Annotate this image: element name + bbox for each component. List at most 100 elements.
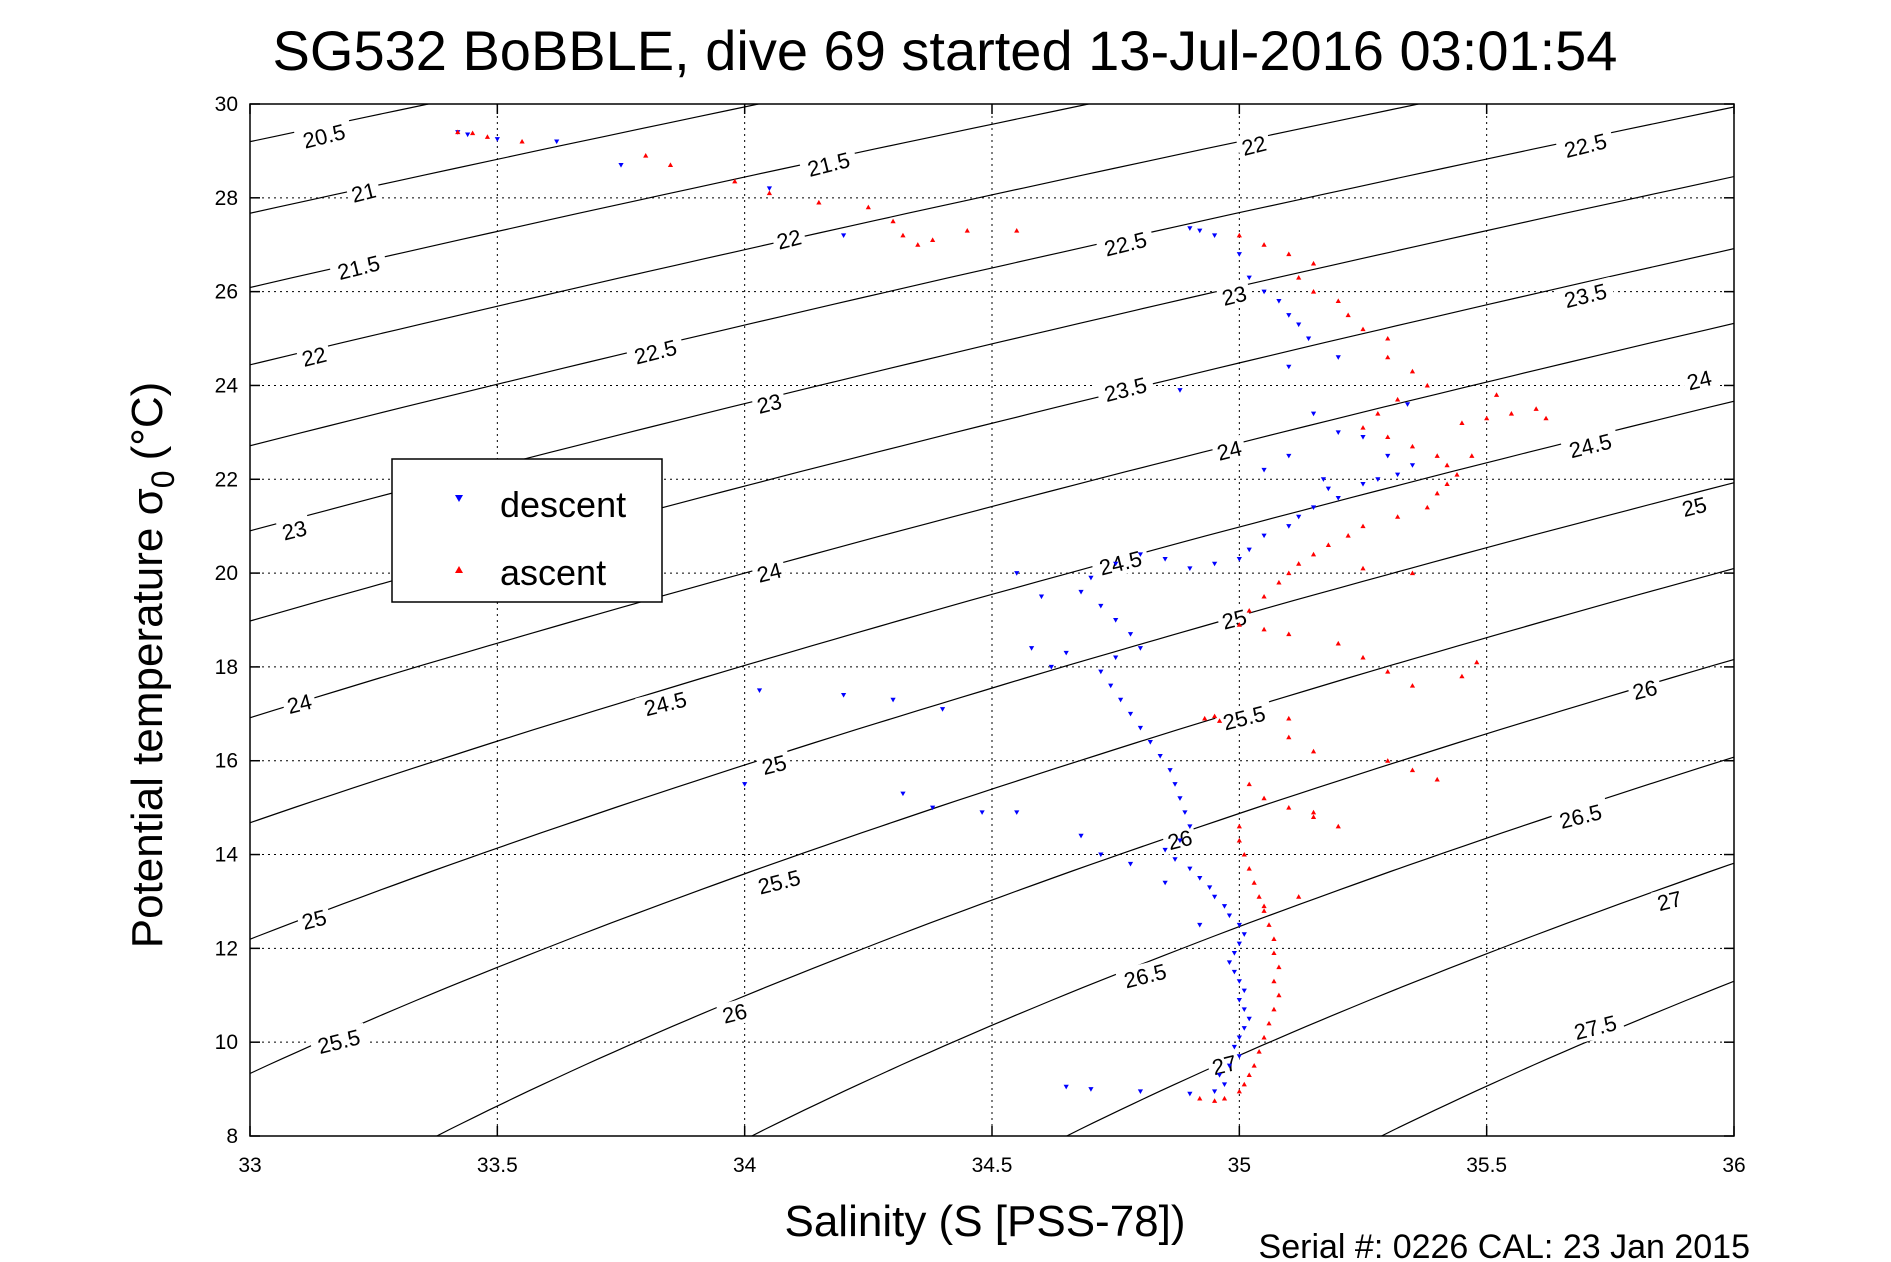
point-ascent [1261, 1034, 1267, 1040]
contour-label-bg [280, 687, 318, 719]
y-tick-label: 14 [215, 844, 239, 867]
point-ascent [643, 153, 649, 158]
point-ascent [1246, 1072, 1252, 1078]
point-descent [1246, 275, 1252, 281]
point-ascent [1286, 805, 1292, 810]
point-ascent [1212, 713, 1218, 719]
point-descent [1212, 561, 1218, 567]
point-ascent [1533, 406, 1539, 411]
contour-label-bg [748, 863, 810, 901]
contour-label: 23 [275, 514, 313, 546]
point-descent [1375, 477, 1381, 482]
point-ascent [1276, 992, 1282, 998]
point-ascent [1202, 715, 1208, 721]
point-ascent [915, 242, 921, 247]
contour-label-text: 27 [1655, 886, 1685, 916]
contour-label-bg [1095, 225, 1156, 263]
contour-label-bg [1680, 364, 1718, 396]
contour-line [250, 104, 1419, 366]
x-tick-label: 34.5 [972, 1154, 1013, 1177]
contour-label-bg [1651, 885, 1688, 917]
contour-label-bg [1675, 490, 1713, 522]
contour-label-bg [295, 340, 333, 372]
point-descent [1246, 1016, 1252, 1022]
point-ascent [1345, 312, 1351, 318]
point-descent [1177, 388, 1183, 393]
point-descent [1310, 505, 1317, 511]
point-descent [1048, 664, 1054, 670]
point-ascent [1261, 242, 1267, 247]
point-descent [1231, 1044, 1237, 1050]
point-descent [1335, 355, 1341, 360]
point-ascent [1296, 561, 1302, 566]
contour-label-bg [1114, 957, 1176, 994]
contour-label: 25 [1215, 603, 1253, 635]
point-descent [1261, 289, 1267, 295]
point-ascent [1246, 781, 1252, 787]
point-ascent [1385, 354, 1391, 360]
contour-label: 22 [1235, 129, 1273, 161]
contour-label-bg [1090, 544, 1151, 582]
point-descent [1241, 1026, 1247, 1031]
y-tick-label: 20 [215, 562, 238, 585]
x-tick-label: 36 [1722, 1154, 1745, 1177]
point-descent [841, 233, 847, 238]
point-descent [1226, 1063, 1233, 1069]
point-ascent [1246, 866, 1252, 871]
point-descent [1226, 913, 1233, 919]
contour-label-bg [1210, 434, 1248, 466]
point-descent [1216, 1073, 1223, 1078]
point-descent [1078, 589, 1084, 595]
point-ascent [1424, 382, 1430, 388]
contour-label-bg [1626, 673, 1664, 705]
contour-label-bg [750, 387, 788, 419]
point-ascent [1409, 767, 1416, 773]
y-tick-label: 26 [215, 281, 238, 304]
point-descent [1360, 481, 1366, 487]
point-descent [1246, 547, 1252, 553]
point-ascent [1271, 950, 1277, 956]
contour-label-bg [1565, 1008, 1626, 1046]
y-tick-label: 12 [215, 937, 238, 960]
point-descent [766, 186, 772, 192]
contour-label-bg [635, 685, 696, 722]
contour-label-text: 24 [1214, 436, 1244, 466]
contour-label: 21 [345, 176, 382, 208]
point-ascent [1271, 936, 1277, 941]
contour-label: 26 [716, 997, 753, 1029]
point-descent [1167, 768, 1173, 773]
point-descent [939, 707, 946, 712]
point-descent [1241, 988, 1247, 994]
point-descent [1236, 1054, 1242, 1059]
point-ascent [1286, 734, 1292, 740]
point-descent [1310, 411, 1317, 417]
contour-label: 25.5 [308, 1022, 369, 1060]
contour-label-text: 24 [754, 558, 784, 588]
point-descent [1147, 739, 1153, 745]
contour-labels: 20.52121.52223242525.521.52222.5232424.5… [275, 117, 1718, 1080]
point-ascent [667, 162, 674, 167]
contour-label-bg [1235, 129, 1273, 161]
point-ascent [1256, 894, 1262, 899]
point-descent [1014, 810, 1020, 815]
legend-box [391, 458, 663, 603]
y-axis-label-subscript: 0 [145, 470, 181, 488]
contour-label-bg [1555, 276, 1616, 314]
point-descent [1177, 838, 1183, 844]
point-ascent [470, 130, 476, 136]
point-descent [1286, 524, 1292, 529]
y-tick-label: 30 [215, 93, 238, 116]
x-tick-label: 35 [1228, 1154, 1251, 1177]
point-ascent [1493, 392, 1500, 397]
contour-label-bg [1550, 797, 1611, 835]
point-descent [1177, 796, 1183, 801]
contour-label-text: 26 [720, 998, 750, 1028]
contour-label-bg [345, 176, 382, 208]
point-descent [1127, 632, 1134, 637]
contour-line [250, 104, 1089, 289]
point-descent [1325, 486, 1331, 492]
point-descent [1236, 941, 1242, 947]
legend-marker-ascent [455, 566, 463, 573]
point-ascent [1444, 462, 1450, 468]
